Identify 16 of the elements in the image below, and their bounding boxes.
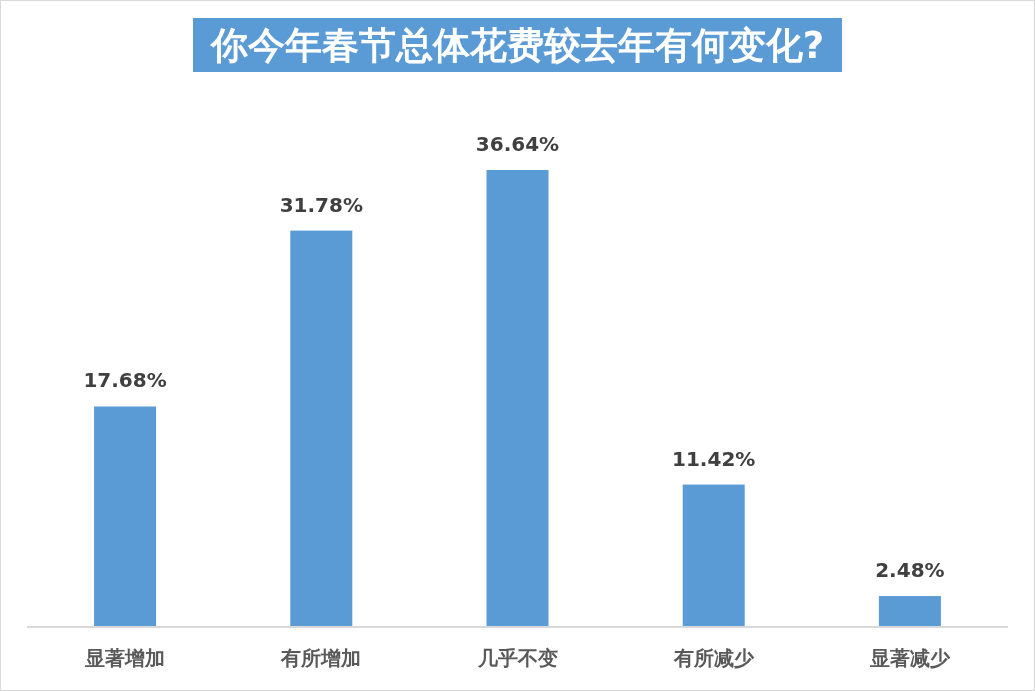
x-tick-label: 显著增加 <box>84 646 166 670</box>
x-tick-label: 有所减少 <box>672 646 755 670</box>
bar <box>290 230 353 627</box>
chart-title: 你今年春节总体花费较去年有何变化? <box>208 24 825 67</box>
bar <box>878 596 941 627</box>
data-label: 11.42% <box>672 446 756 471</box>
bar <box>682 484 745 627</box>
data-label: 31.78% <box>279 192 363 217</box>
x-tick-label: 显著减少 <box>868 646 951 670</box>
bar <box>486 170 549 627</box>
data-label: 2.48% <box>875 558 945 583</box>
bar <box>94 406 157 627</box>
data-label: 17.68% <box>83 368 167 393</box>
x-tick-label: 有所增加 <box>280 646 362 670</box>
x-tick-label: 几乎不变 <box>476 646 558 670</box>
data-label: 36.64% <box>475 132 560 156</box>
